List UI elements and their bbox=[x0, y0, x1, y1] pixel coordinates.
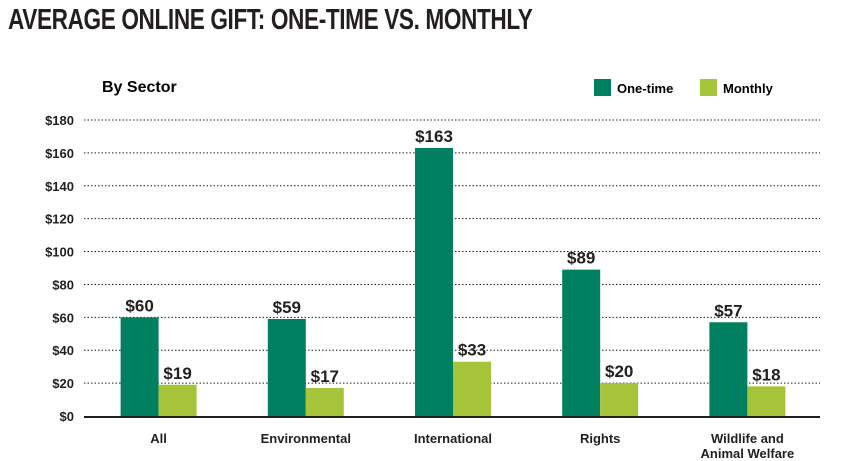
legend-label-one-time: One-time bbox=[617, 81, 673, 96]
bars bbox=[120, 147, 786, 416]
bar-monthly bbox=[453, 361, 491, 416]
bar-one-time bbox=[267, 318, 306, 416]
bar-one-time bbox=[415, 147, 453, 416]
data-label: $60 bbox=[125, 296, 153, 315]
y-tick-label: $0 bbox=[60, 409, 74, 424]
data-label: $89 bbox=[567, 249, 595, 268]
y-tick-label: $80 bbox=[52, 277, 74, 292]
bar-monthly bbox=[747, 386, 786, 416]
x-category-label: Animal Welfare bbox=[701, 446, 795, 461]
data-label: $17 bbox=[311, 367, 339, 386]
legend: One-time Monthly bbox=[594, 79, 774, 96]
data-label: $59 bbox=[273, 298, 301, 317]
x-category-label: International bbox=[414, 431, 492, 446]
legend-swatch-one-time bbox=[594, 79, 611, 96]
chart-subtitle: By Sector bbox=[102, 79, 177, 96]
x-category-label: Wildlife and bbox=[711, 431, 784, 446]
bar-one-time bbox=[709, 322, 748, 416]
data-label: $19 bbox=[163, 364, 191, 383]
y-tick-label: $180 bbox=[45, 113, 74, 128]
data-label: $18 bbox=[752, 365, 780, 384]
data-label: $163 bbox=[415, 127, 453, 146]
y-tick-label: $100 bbox=[45, 245, 74, 260]
x-category-label: Environmental bbox=[261, 431, 351, 446]
y-tick-label: $40 bbox=[52, 343, 74, 358]
bar-monthly bbox=[600, 383, 639, 416]
legend-swatch-monthly bbox=[700, 79, 717, 96]
data-label: $20 bbox=[605, 362, 633, 381]
x-axis: All Environmental International Rights Wildl… bbox=[84, 416, 820, 461]
y-tick-label: $20 bbox=[52, 376, 74, 391]
y-tick-label: $60 bbox=[52, 310, 74, 325]
y-tick-label: $120 bbox=[45, 212, 74, 227]
x-category-label: All bbox=[150, 431, 167, 446]
data-labels: $60 $19 $59 $17 $163 $33 $89 $20 $57 $18 bbox=[125, 127, 780, 386]
y-tick-label: $160 bbox=[45, 146, 74, 161]
data-label: $57 bbox=[714, 301, 742, 320]
bar-one-time bbox=[562, 269, 601, 416]
bar-one-time bbox=[120, 317, 159, 416]
legend-label-monthly: Monthly bbox=[723, 81, 774, 96]
y-tick-label: $140 bbox=[45, 179, 74, 194]
data-label: $33 bbox=[458, 341, 486, 360]
y-axis: $0 $20 $40 $60 $80 $100 $120 $140 $160 $180 bbox=[45, 113, 74, 424]
bar-monthly bbox=[158, 384, 197, 416]
chart-title: AVERAGE ONLINE GIFT: ONE-TIME VS. MONTHL… bbox=[8, 4, 533, 36]
bar-monthly bbox=[305, 388, 344, 416]
x-category-label: Rights bbox=[580, 431, 620, 446]
